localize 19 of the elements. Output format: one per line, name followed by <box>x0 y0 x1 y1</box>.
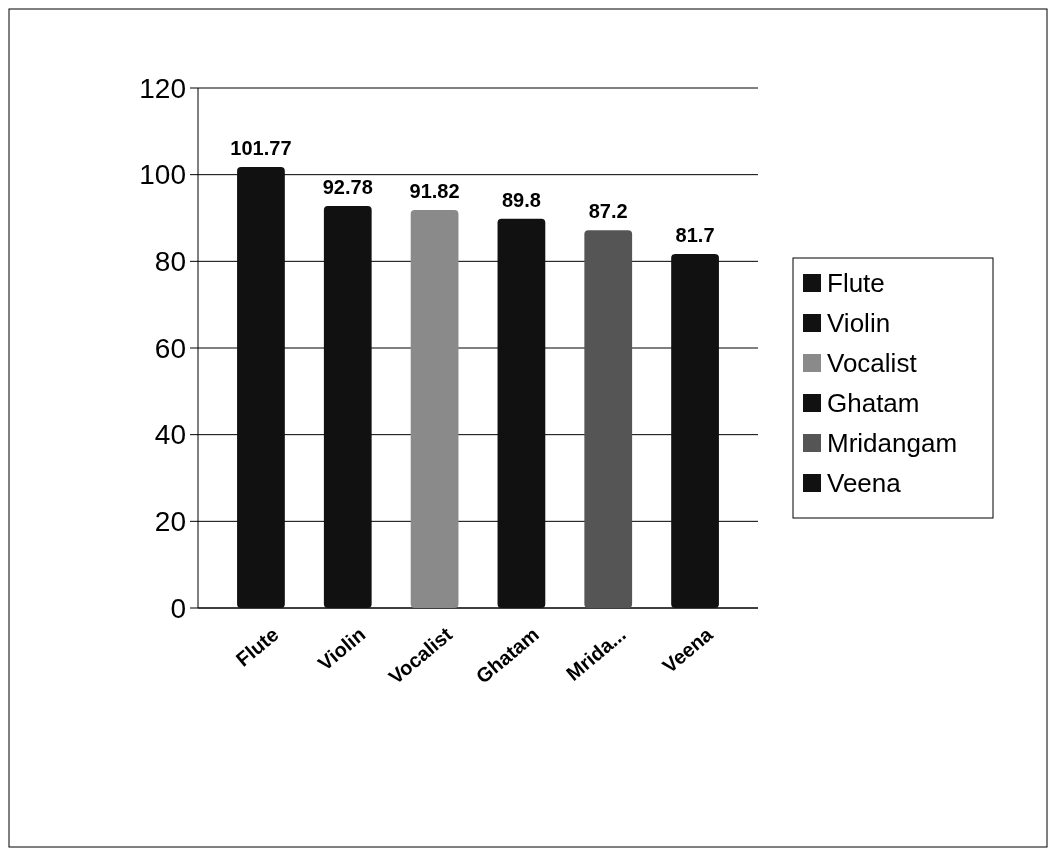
y-tick-label: 120 <box>139 72 186 104</box>
y-tick-label: 80 <box>154 246 186 278</box>
legend-label: Ghatam <box>827 388 920 419</box>
legend-label: Vocalist <box>827 348 918 379</box>
y-tick-label: 20 <box>154 506 186 538</box>
y-tick-label: 60 <box>154 332 186 364</box>
legend-label: Mridangam <box>827 428 958 459</box>
legend-label: Veena <box>827 468 902 499</box>
y-tick-label: 40 <box>154 419 186 451</box>
legend-label: Flute <box>827 268 885 299</box>
legend-label: Violin <box>827 308 891 339</box>
data-label: 91.82 <box>409 180 460 203</box>
data-label: 101.77 <box>230 137 292 159</box>
y-tick-label: 100 <box>139 159 186 191</box>
y-tick-label: 0 <box>170 592 186 624</box>
data-label: 87.2 <box>588 200 628 223</box>
data-label: 92.78 <box>322 175 373 198</box>
data-label: 81.7 <box>675 223 715 246</box>
data-label: 89.8 <box>501 188 541 211</box>
